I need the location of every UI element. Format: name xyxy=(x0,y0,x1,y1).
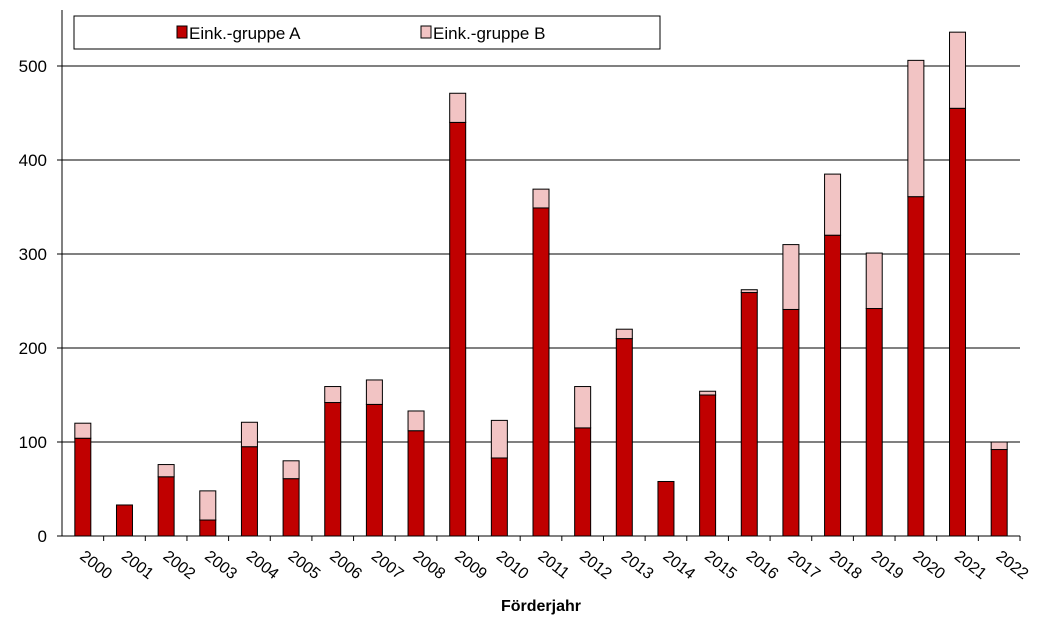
bar-2012-b xyxy=(574,386,592,429)
x-tick-label-2006: 2006 xyxy=(326,548,365,583)
x-tick-label-2002: 2002 xyxy=(160,548,199,583)
bar-2000-b xyxy=(74,422,92,439)
bar-2014-a xyxy=(657,480,675,537)
bar-2010-a xyxy=(490,457,508,537)
bar-2003-a xyxy=(199,519,217,537)
bar-2005-a xyxy=(282,478,300,537)
x-tick-label-2019: 2019 xyxy=(868,548,907,583)
bar-2019-a xyxy=(865,308,883,537)
bar-2002-a xyxy=(157,476,175,537)
bar-2011-a xyxy=(532,207,550,537)
bar-2006-b xyxy=(324,386,342,404)
legend-swatch-a xyxy=(176,25,188,39)
bar-2021-b xyxy=(949,31,967,109)
x-tick-label-2021: 2021 xyxy=(951,548,990,583)
bar-2020-a xyxy=(907,196,925,537)
x-tick-label-2007: 2007 xyxy=(368,548,407,583)
bar-2009-a xyxy=(449,121,467,537)
x-tick-label-2001: 2001 xyxy=(118,548,157,583)
x-tick-label-2014: 2014 xyxy=(659,548,698,583)
axes xyxy=(61,10,1020,537)
bar-2016-b xyxy=(740,289,758,294)
bar-2008-b xyxy=(407,410,425,432)
bar-2007-a xyxy=(365,403,383,537)
bar-2013-b xyxy=(615,328,633,340)
bar-2022-a xyxy=(990,449,1008,537)
x-tick-label-2016: 2016 xyxy=(743,548,782,583)
x-tick-label-2022: 2022 xyxy=(993,548,1032,583)
x-tick-label-2010: 2010 xyxy=(493,548,532,583)
bar-2011-b xyxy=(532,188,550,209)
bar-2007-b xyxy=(365,379,383,405)
bar-2001-a xyxy=(115,504,133,537)
x-tick-label-2005: 2005 xyxy=(285,548,324,583)
bar-2004-a xyxy=(240,446,258,537)
x-tick-label-2011: 2011 xyxy=(535,548,573,583)
bars xyxy=(74,31,1008,537)
bar-2018-a xyxy=(824,234,842,537)
x-tick-label-2004: 2004 xyxy=(243,548,282,583)
legend-label-a: Eink.-gruppe A xyxy=(189,24,301,43)
x-tick-label-2008: 2008 xyxy=(410,548,449,583)
x-tick-label-2020: 2020 xyxy=(909,548,948,583)
bar-2012-a xyxy=(574,427,592,537)
y-tick-label-0: 0 xyxy=(38,527,47,546)
bar-2004-b xyxy=(240,421,258,448)
bar-2019-b xyxy=(865,252,883,310)
x-tick-labels: 2000 2001 2002 2003 2004 2005 2006 2007 2008 2009… xyxy=(76,536,1031,583)
y-tick-label-100: 100 xyxy=(19,433,47,452)
legend: Eink.-gruppe A Eink.-gruppe B xyxy=(73,15,661,50)
y-tick-label-500: 500 xyxy=(19,57,47,76)
x-tick-label-2018: 2018 xyxy=(826,548,865,583)
bar-2000-a xyxy=(74,437,92,537)
bar-2022-b xyxy=(990,441,1008,451)
legend-label-b: Eink.-gruppe B xyxy=(433,24,545,43)
bar-2005-b xyxy=(282,460,300,480)
bar-2018-b xyxy=(824,173,842,236)
x-tick-label-2009: 2009 xyxy=(451,548,490,583)
bar-2010-b xyxy=(490,419,508,459)
x-tick-label-2000: 2000 xyxy=(76,548,115,583)
x-tick-label-2013: 2013 xyxy=(618,548,657,583)
x-tick-label-2017: 2017 xyxy=(784,548,823,583)
bar-2015-b xyxy=(699,390,717,396)
bar-2009-b xyxy=(449,92,467,123)
legend-swatch-b xyxy=(420,25,432,39)
bar-2006-a xyxy=(324,402,342,537)
y-tick-label-400: 400 xyxy=(19,151,47,170)
x-axis-title: Förderjahr xyxy=(501,598,581,615)
bar-2021-a xyxy=(949,107,967,537)
y-tick-label-300: 300 xyxy=(19,245,47,264)
x-tick-label-2003: 2003 xyxy=(201,548,240,583)
bar-2017-a xyxy=(782,308,800,537)
y-tick-label-200: 200 xyxy=(19,339,47,358)
bar-2003-b xyxy=(199,490,217,521)
bar-2008-a xyxy=(407,430,425,537)
bar-2002-b xyxy=(157,464,175,478)
bar-2020-b xyxy=(907,59,925,198)
legend-box xyxy=(73,15,661,50)
x-tick-label-2015: 2015 xyxy=(701,548,740,583)
x-tick-label-2012: 2012 xyxy=(576,548,615,583)
bar-2013-a xyxy=(615,338,633,537)
bar-2017-b xyxy=(782,244,800,310)
bar-2016-a xyxy=(740,292,758,537)
bar-2015-a xyxy=(699,394,717,537)
y-tick-labels: 0 100 200 300 400 500 xyxy=(19,57,62,546)
